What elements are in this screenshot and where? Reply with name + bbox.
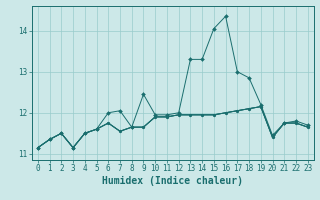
X-axis label: Humidex (Indice chaleur): Humidex (Indice chaleur): [102, 176, 243, 186]
